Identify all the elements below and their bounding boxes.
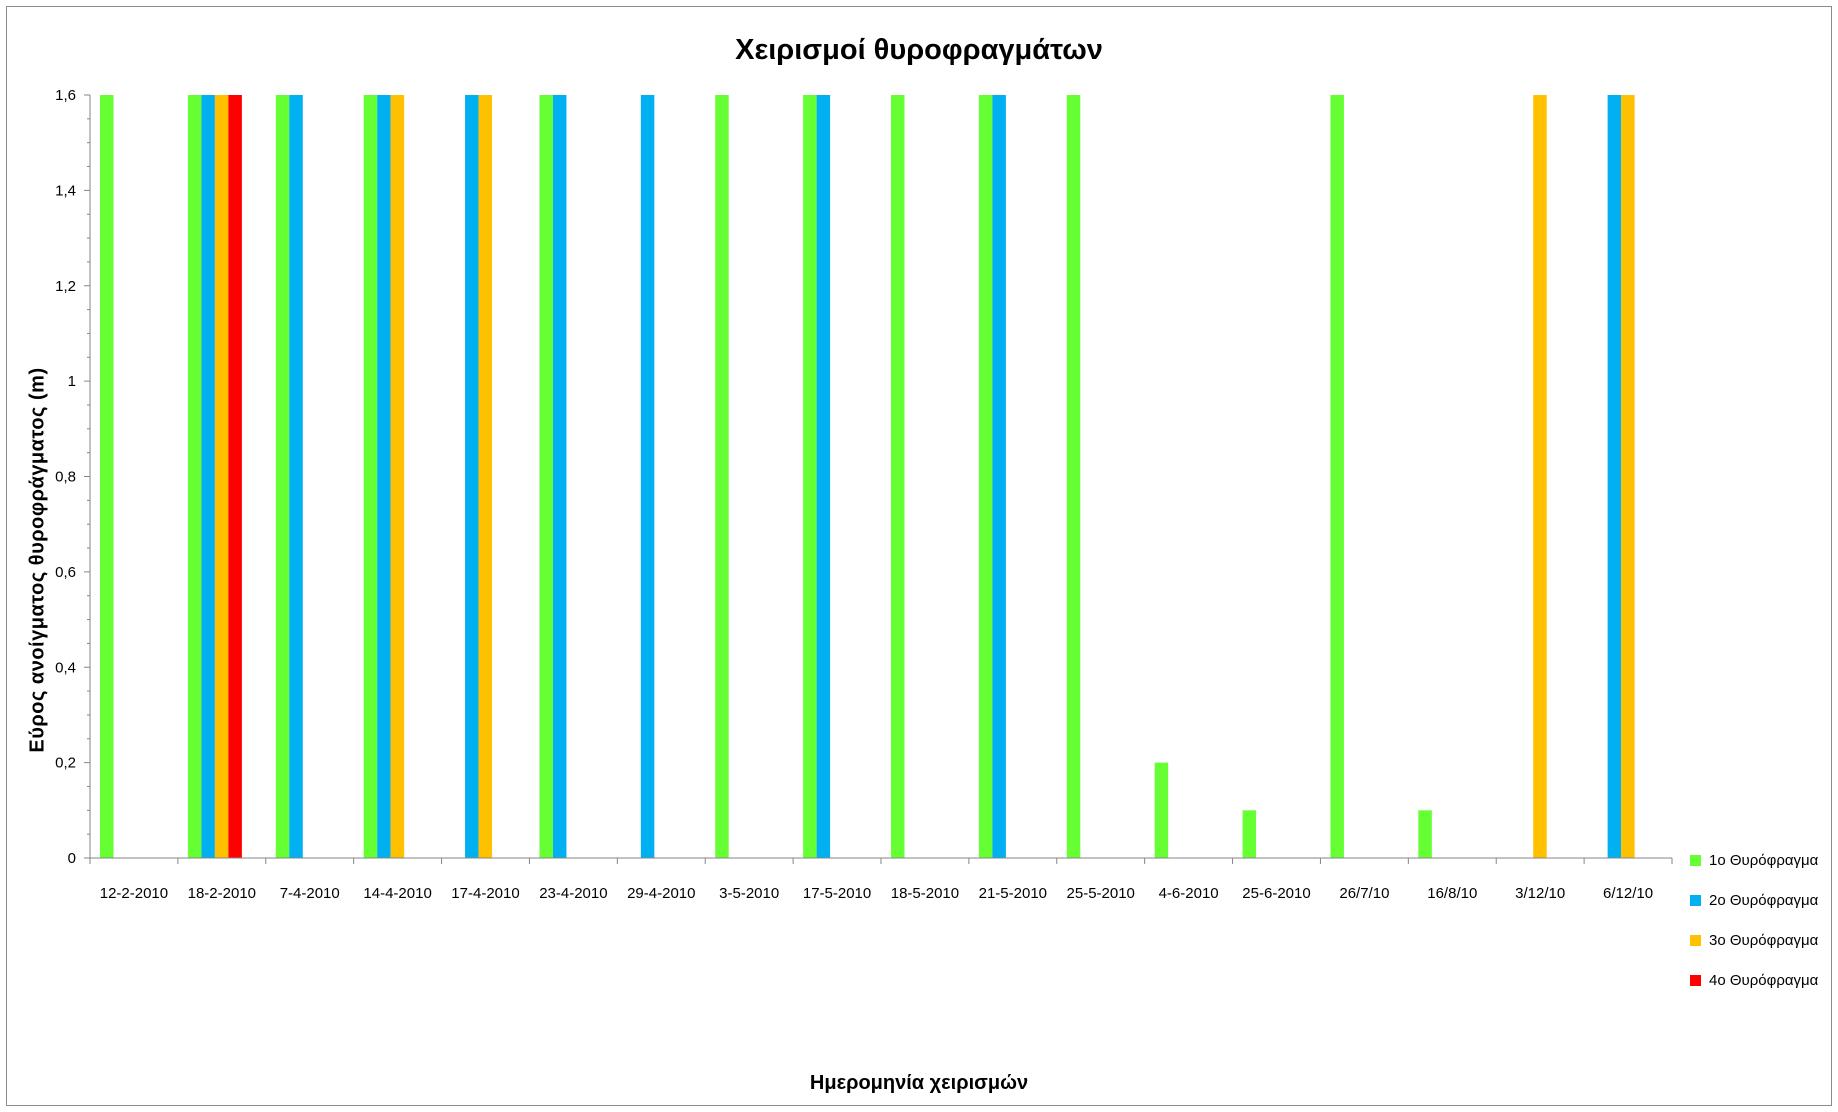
- y-tick-label: 0,6: [55, 564, 76, 581]
- bar: [539, 95, 553, 858]
- y-tick-label: 1,6: [55, 87, 76, 104]
- x-tick-label: 17-4-2010: [451, 885, 519, 902]
- bar: [978, 95, 993, 858]
- bar: [1154, 762, 1169, 858]
- legend-swatch: [1690, 894, 1701, 906]
- bar: [1066, 95, 1081, 858]
- bar: [390, 95, 405, 858]
- legend-swatch: [1690, 934, 1701, 946]
- y-tick-label: 0,8: [55, 469, 76, 486]
- x-tick-label: 7-4-2010: [280, 885, 340, 902]
- legend-label: 3ο Θυρόφραγμα: [1709, 931, 1819, 949]
- legend-item: 4ο Θυρόφραγμα: [1690, 960, 1818, 1000]
- x-tick-label: 26/7/10: [1339, 885, 1389, 902]
- x-tick-label: 3-5-2010: [719, 885, 779, 902]
- x-tick-label: 6/12/10: [1603, 885, 1653, 902]
- legend-item: 1ο Θυρόφραγμα: [1690, 840, 1818, 880]
- y-tick-label: 1,4: [55, 182, 76, 199]
- bar: [803, 95, 817, 858]
- bar: [187, 95, 202, 858]
- legend: 1ο Θυρόφραγμα 2ο Θυρόφραγμα 3ο Θυρόφραγμα 4…: [1690, 840, 1818, 1000]
- x-tick-label: 21-5-2010: [979, 885, 1047, 902]
- x-axis-label: Ημερομηνία χειρισμών: [809, 1072, 1029, 1094]
- x-tick-label: 3/12/10: [1515, 885, 1565, 902]
- y-tick-label: 0: [68, 850, 76, 867]
- legend-item: 2ο Θυρόφραγμα: [1690, 880, 1818, 920]
- legend-swatch: [1690, 974, 1701, 986]
- y-tick-label: 1,2: [55, 278, 76, 295]
- bar: [1607, 95, 1622, 858]
- bar: [640, 95, 655, 858]
- x-tick-label: 23-4-2010: [539, 885, 607, 902]
- bar: [816, 95, 831, 858]
- bar: [363, 95, 378, 858]
- bar: [715, 95, 729, 858]
- bar: [1621, 95, 1635, 858]
- bar: [201, 95, 215, 858]
- bar: [100, 95, 114, 858]
- bar: [1242, 810, 1257, 858]
- y-tick-label: 0,2: [55, 755, 76, 772]
- x-tick-label: 12-2-2010: [100, 885, 168, 902]
- chart-frame: [6, 6, 1832, 1106]
- legend-swatch: [1690, 854, 1701, 866]
- bar: [214, 95, 229, 858]
- bar: [992, 95, 1006, 858]
- y-tick-label: 1: [68, 373, 76, 390]
- x-tick-label: 25-5-2010: [1067, 885, 1135, 902]
- legend-label: 2ο Θυρόφραγμα: [1709, 891, 1819, 909]
- bar: [1330, 95, 1344, 858]
- legend-label: 4ο Θυρόφραγμα: [1709, 971, 1819, 989]
- x-tick-label: 29-4-2010: [627, 885, 695, 902]
- x-tick-label: 16/8/10: [1427, 885, 1477, 902]
- bar: [1418, 810, 1432, 858]
- bar: [478, 95, 493, 858]
- x-tick-label: 4-6-2010: [1159, 885, 1219, 902]
- chart-title: Χειρισμοί θυροφραγμάτων: [735, 34, 1103, 66]
- x-tick-label: 17-5-2010: [803, 885, 871, 902]
- x-tick-label: 25-6-2010: [1242, 885, 1310, 902]
- bar: [377, 95, 391, 858]
- bar: [289, 95, 303, 858]
- x-tick-label: 18-2-2010: [188, 885, 256, 902]
- x-tick-label: 14-4-2010: [363, 885, 431, 902]
- y-tick-label: 0,4: [55, 659, 76, 676]
- legend-item: 3ο Θυρόφραγμα: [1690, 920, 1818, 960]
- bar: [891, 95, 905, 858]
- bar: [275, 95, 290, 858]
- x-tick-label: 18-5-2010: [891, 885, 959, 902]
- bar: [465, 95, 479, 858]
- bar: [228, 95, 242, 858]
- bar: [1533, 95, 1547, 858]
- legend-label: 1ο Θυρόφραγμα: [1709, 851, 1819, 869]
- bar: [552, 95, 567, 858]
